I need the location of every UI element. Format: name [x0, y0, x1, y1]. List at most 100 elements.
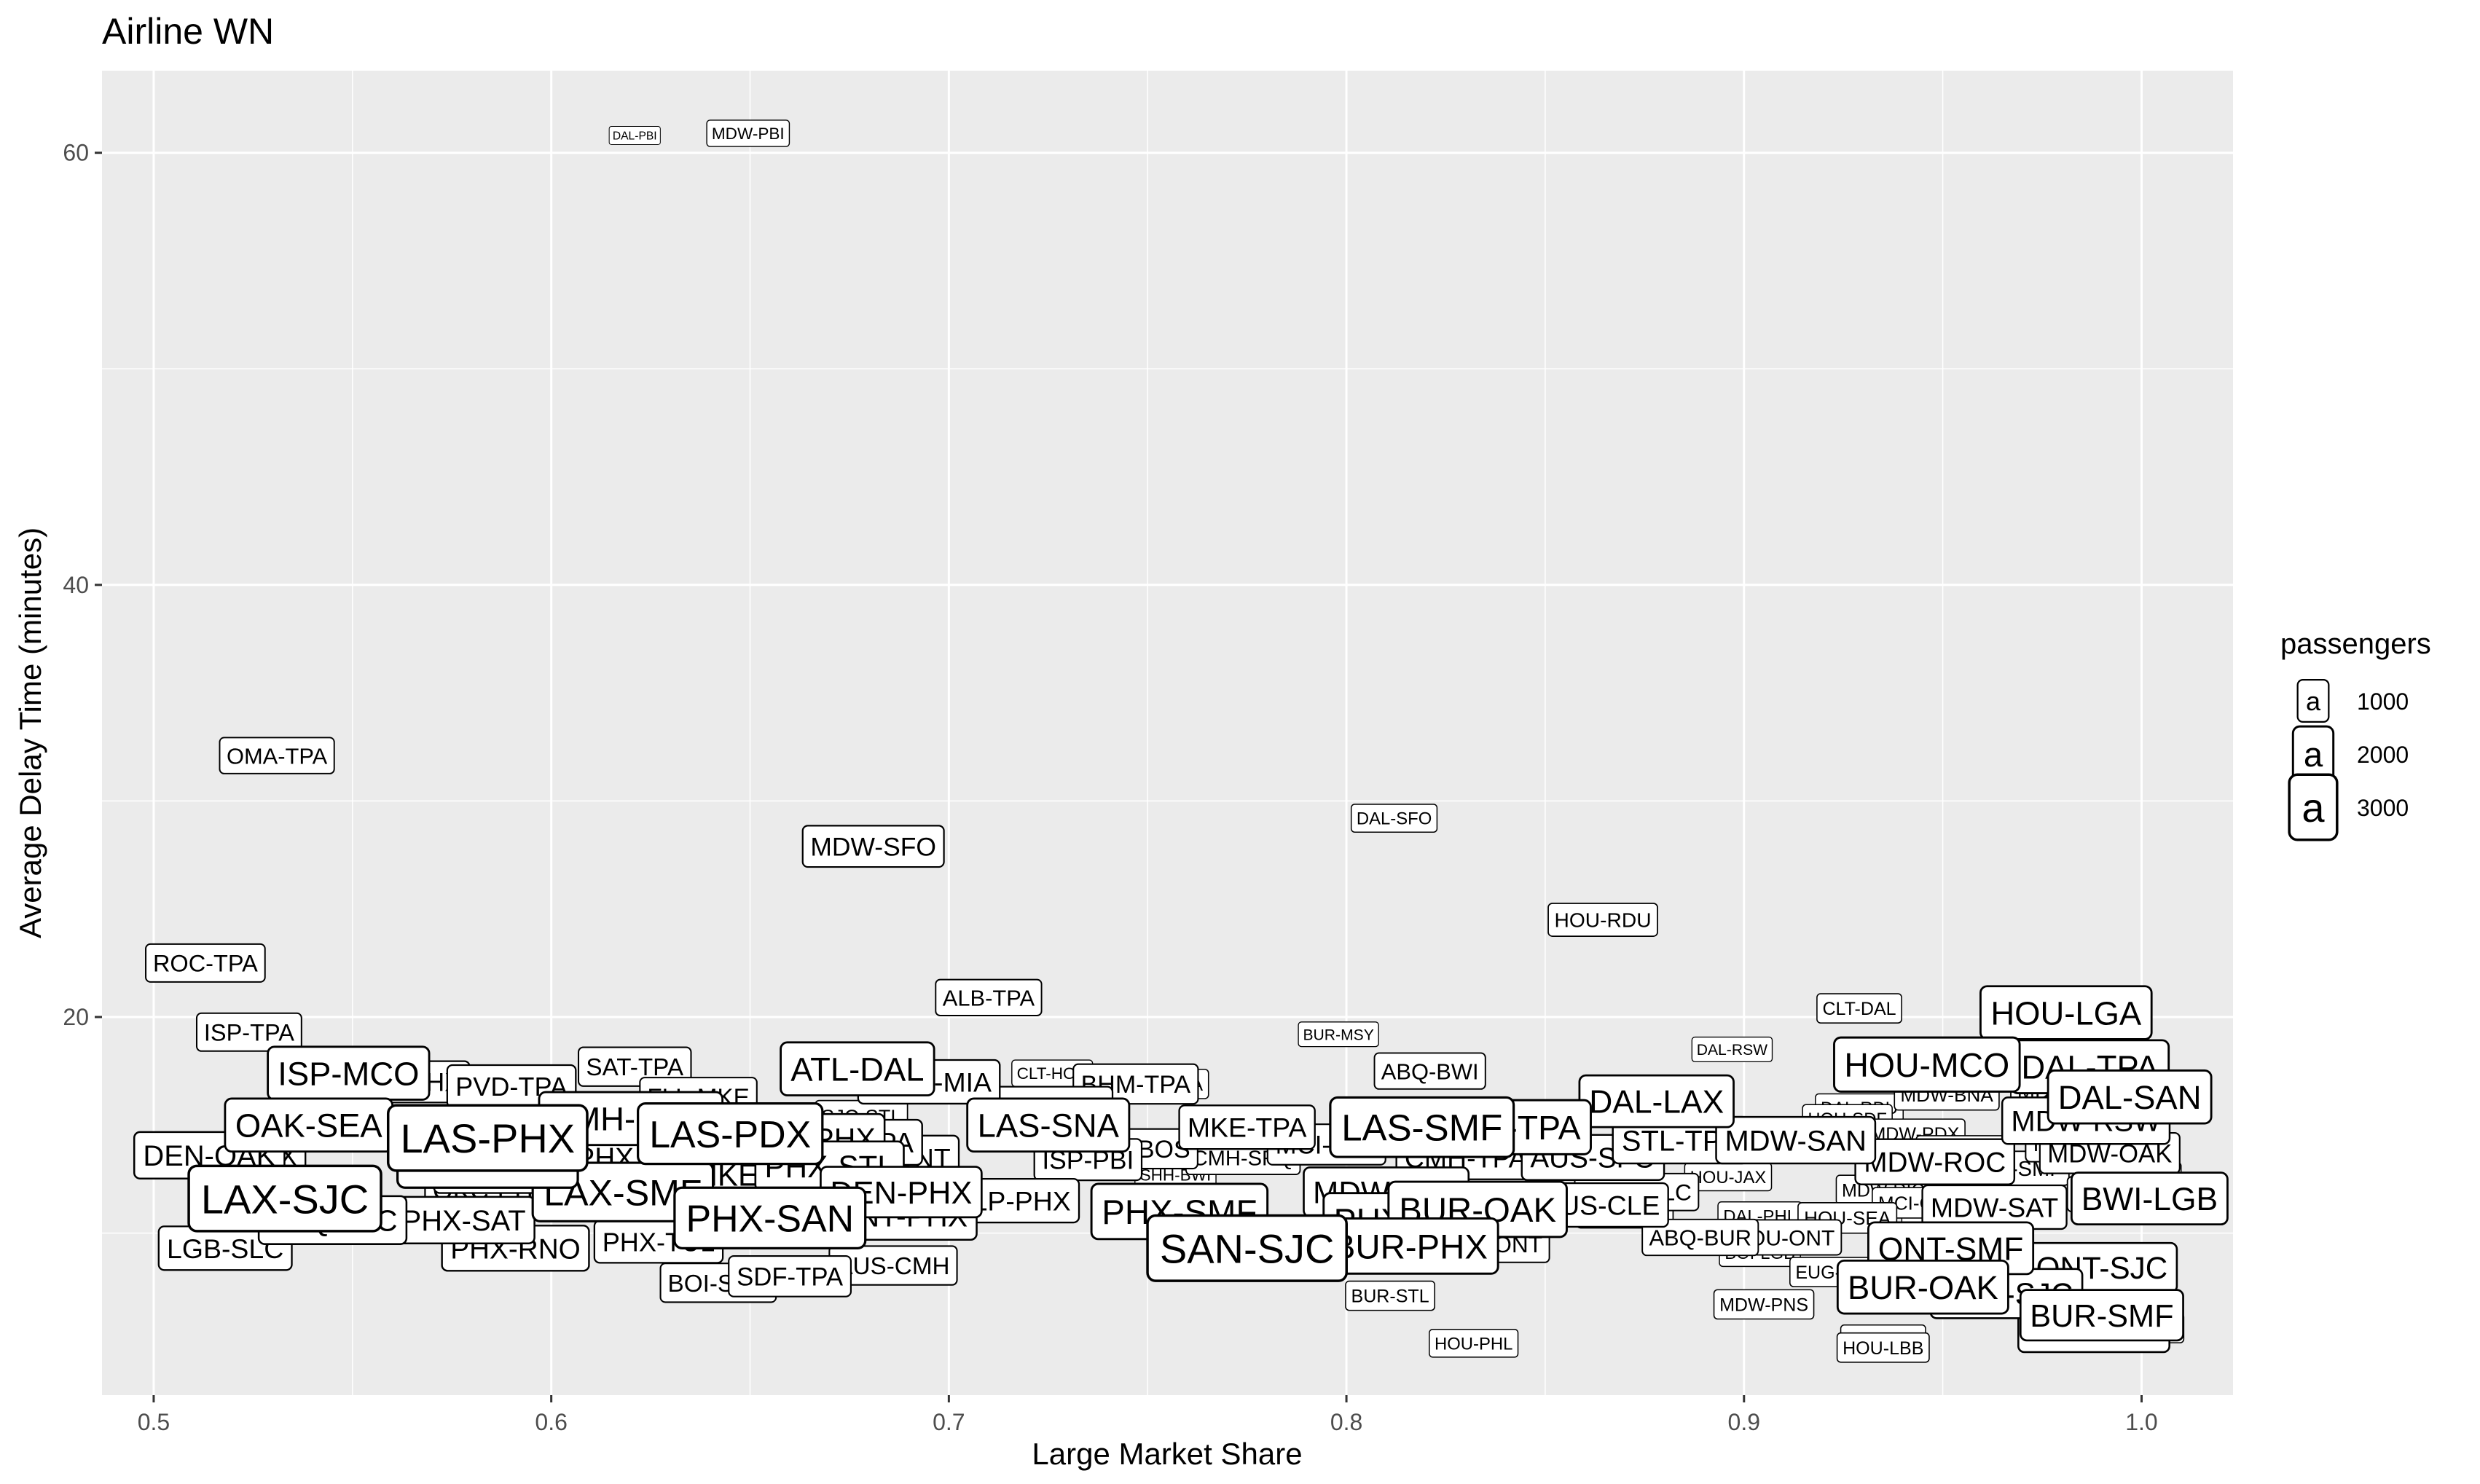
data-point-label: MDW-PNS [1713, 1289, 1815, 1320]
data-point-label-text: DAL-PBI [613, 130, 657, 143]
data-point-label-box [1298, 1021, 1379, 1048]
x-axis-title: Large Market Share [1032, 1437, 1302, 1471]
data-point-label-text: PHX-SAN [686, 1197, 854, 1239]
data-point-label: HOU-LBB [1836, 1332, 1930, 1363]
data-point-label-text: ALB-TPA [943, 985, 1035, 1010]
data-point-label: MDW-PBI [706, 119, 790, 147]
data-point-label-box [1429, 1328, 1519, 1358]
data-point-label-box [1713, 1289, 1815, 1320]
data-point-label: SAN-SJC [1146, 1214, 1348, 1282]
data-point-label-text: BUR-STL [1351, 1287, 1429, 1307]
data-point-label: OMA-TPA [219, 737, 335, 774]
legend-title: passengers [2280, 628, 2431, 660]
data-point-label-text: DAL-SFO [1357, 809, 1432, 829]
data-point-label: BUR-SMF [2019, 1289, 2184, 1342]
data-point-label-text: ISP-TPA [204, 1019, 294, 1045]
data-point-label-text: LAX-SJC [201, 1176, 369, 1222]
data-point-label-text: SAT-TPA [586, 1054, 684, 1081]
data-point-label-box [2019, 1289, 2184, 1342]
data-point-label-text: LAS-SNA [978, 1107, 1120, 1145]
data-point-label-text: BWI-LGB [2081, 1182, 2218, 1217]
data-point-label-text: HOU-PHL [1435, 1334, 1512, 1354]
data-point-label: ROC-TPA [145, 943, 266, 983]
data-point-label: CLT-DAL [1816, 993, 1902, 1024]
data-point-label: MDW-ROC [1854, 1138, 2016, 1185]
data-point-label: PHX-SAT [392, 1196, 535, 1244]
data-point-label-text: ISP-MCO [278, 1055, 419, 1092]
data-point-label-box [1146, 1214, 1348, 1282]
data-point-label-text: MDW-SAN [1725, 1125, 1867, 1157]
data-point-label-text: LAS-PHX [401, 1115, 576, 1161]
data-point-label: MDW-SFO [801, 825, 945, 868]
x-tick-label: 0.6 [535, 1409, 567, 1435]
data-point-label: ABQ-BWI [1373, 1052, 1486, 1090]
data-point-label-box [1329, 1096, 1515, 1158]
data-point-label-text: MDW-SFO [810, 832, 936, 861]
legend-label: 2000 [2357, 742, 2409, 768]
legend-glyph-text: a [2306, 686, 2321, 716]
data-point-label: BUR-OAK [1836, 1259, 2009, 1315]
data-point-label-box [219, 737, 335, 774]
legend-glyph: a [2296, 678, 2330, 723]
data-point-label: HOU-PHL [1429, 1328, 1519, 1358]
data-point-label-box [2071, 1171, 2229, 1226]
data-point-label: LAS-SNA [966, 1097, 1131, 1153]
data-point-label-text: BUR-OAK [1848, 1269, 1998, 1306]
data-point-label: BUR-PHX [1321, 1217, 1499, 1275]
data-point-label: LAS-PDX [636, 1102, 824, 1166]
data-point-label-text: DAL-RSW [1697, 1042, 1767, 1059]
data-labels: DAL-PBIBUR-MSYDAL-RSWMDW-PBICLT-HOUSHH-B… [133, 119, 2229, 1363]
y-tick-label: 20 [63, 1004, 89, 1030]
data-point-label: MKE-TPA [1178, 1104, 1316, 1150]
y-tick-label: 40 [63, 572, 89, 598]
data-point-label-text: SAN-SJC [1160, 1225, 1335, 1271]
legend-entries: a 1000 a 2000 a 3000 [2288, 678, 2409, 841]
legend-glyph-box [2288, 773, 2339, 841]
x-tick-label: 0.9 [1728, 1409, 1760, 1435]
data-point-label-box [1816, 993, 1902, 1024]
axis-ticks: 0.5 0.6 0.7 0.8 0.9 1.0 20 40 60 [63, 140, 2157, 1435]
data-point-label: ISP-MCO [267, 1045, 431, 1101]
data-point-label: HOU-JAX [1684, 1162, 1773, 1192]
data-point-label-text: AUS-CMH [836, 1253, 949, 1280]
legend-label: 1000 [2357, 688, 2409, 715]
x-tick-label: 0.7 [933, 1409, 965, 1435]
data-point-label-box [1345, 1280, 1436, 1311]
data-point-label: LAS-SMF [1329, 1096, 1515, 1158]
data-point-label-box [1641, 1218, 1759, 1257]
data-point-label-box [577, 1046, 692, 1087]
data-point-label: DAL-SFO [1350, 804, 1438, 833]
data-point-label-text: OAK-SEA [235, 1107, 383, 1145]
legend-key: a [2288, 773, 2339, 841]
data-point-label: DAL-PBI [608, 125, 661, 145]
data-point-label-box [935, 978, 1043, 1016]
data-point-label-text: PHX-SAT [402, 1205, 526, 1237]
data-point-label-box [195, 1012, 302, 1052]
data-point-label-text: ROC-TPA [153, 951, 258, 977]
data-point-label-text: MDW-PNS [1719, 1295, 1808, 1315]
data-point-label: MDW-SAN [1715, 1115, 1877, 1165]
data-point-label-box [1547, 903, 1658, 937]
data-point-label-text: ABQ-BWI [1381, 1059, 1479, 1084]
data-point-label-box [2047, 1069, 2213, 1125]
data-point-label: SDF-TPA [728, 1255, 852, 1297]
legend-label: 3000 [2357, 795, 2409, 821]
data-point-label-text: MDW-PBI [712, 125, 785, 143]
data-point-label-box [728, 1255, 852, 1297]
data-point-label: DAL-LAX [1578, 1074, 1735, 1128]
data-point-label-box [187, 1164, 382, 1233]
data-point-label-text: DAL-SAN [2058, 1079, 2202, 1116]
data-point-label-box [386, 1104, 589, 1172]
data-point-label: HOU-MCO [1833, 1036, 2021, 1093]
data-point-label: ISP-TPA [195, 1012, 302, 1052]
data-point-label-text: MKE-TPA [1188, 1112, 1307, 1143]
data-point-label-box [1715, 1115, 1877, 1165]
data-point-label: OAK-SEA [224, 1097, 394, 1153]
data-point-label-box [608, 125, 661, 145]
data-point-label-box [1833, 1036, 2021, 1093]
data-point-label-text: HOU-LBB [1843, 1338, 1923, 1359]
data-point-label: HOU-LGA [1979, 985, 2153, 1040]
data-point-label: BWI-LGB [2071, 1171, 2229, 1226]
data-point-label-text: DAL-LAX [1589, 1085, 1724, 1120]
data-point-label: PHX-SAN [673, 1186, 867, 1249]
